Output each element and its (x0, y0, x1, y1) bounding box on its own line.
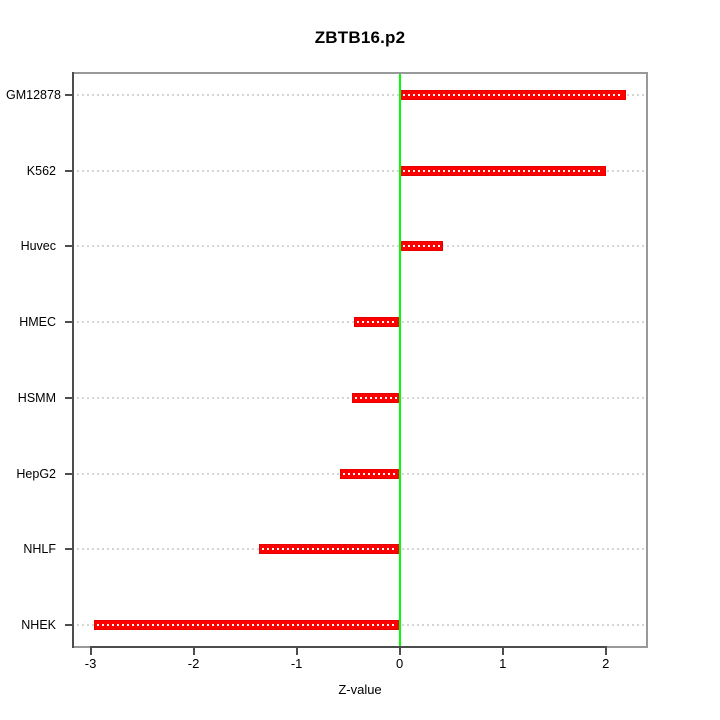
bar-center-dots (261, 548, 397, 551)
x-tick-label--1: -1 (290, 656, 303, 671)
y-tick-label-k562: K562 (26, 163, 56, 178)
x-axis-tick (398, 648, 401, 655)
zero-reference-line (398, 72, 401, 648)
y-tick-label-hmec: HMEC (19, 315, 56, 330)
y-axis-tick (65, 94, 72, 96)
x-axis-line (89, 646, 607, 648)
bar-huvec (399, 241, 443, 252)
grid-line (72, 245, 648, 248)
bar-center-dots (357, 321, 397, 324)
plot-box-top (72, 72, 648, 74)
x-tick-label-1: 1 (499, 656, 507, 671)
y-tick-label-huvec: Huvec (20, 239, 56, 254)
bar-nhlf (258, 544, 400, 555)
x-tick-label--3: -3 (84, 656, 97, 671)
y-axis-tick (65, 321, 72, 324)
bar-center-dots (402, 245, 440, 248)
bar-hsmm (352, 392, 400, 403)
x-axis-tick (604, 648, 607, 655)
grid-line (72, 94, 648, 96)
x-tick-label--2: -2 (187, 656, 200, 671)
y-tick-label-nhlf: NHLF (23, 542, 56, 557)
bar-center-dots (96, 623, 397, 626)
bar-k562 (399, 165, 606, 176)
bar-hepg2 (339, 468, 400, 479)
x-axis-title: Z-value (338, 682, 382, 697)
bar-hmec (354, 317, 400, 328)
x-axis-tick (89, 648, 92, 655)
x-tick-label-2: 2 (602, 656, 610, 671)
y-tick-label-hepg2: HepG2 (16, 466, 56, 481)
x-axis-tick (501, 648, 504, 655)
y-axis-tick (65, 472, 72, 475)
y-axis-tick (65, 623, 72, 626)
plot-area: GM12878 K562 Huvec HMEC HSMM HepG2 NHLF NHEK -3 -… (6, 72, 648, 671)
bar-center-dots (355, 396, 397, 399)
y-tick-label-nhek: NHEK (21, 617, 56, 632)
y-axis-tick (65, 169, 72, 172)
y-axis-tick (65, 396, 72, 399)
plot-box-left (72, 72, 74, 648)
y-axis-tick (65, 548, 72, 551)
y-tick-label-gm12878: GM12878 (6, 88, 61, 102)
bar-center-dots (402, 169, 603, 172)
bar-gm12878 (399, 90, 627, 100)
x-axis-tick (295, 648, 298, 655)
y-axis-tick (65, 245, 72, 248)
bar-center-dots (402, 94, 624, 96)
x-tick-label-0: 0 (396, 656, 404, 671)
x-axis-tick (192, 648, 195, 655)
chart-title: ZBTB16.p2 (314, 28, 406, 47)
y-tick-label-hsmm: HSMM (17, 390, 56, 405)
plot-box-right (646, 72, 648, 648)
grid-line (72, 169, 648, 172)
bar-center-dots (342, 472, 397, 475)
bar-nhek (93, 619, 400, 630)
